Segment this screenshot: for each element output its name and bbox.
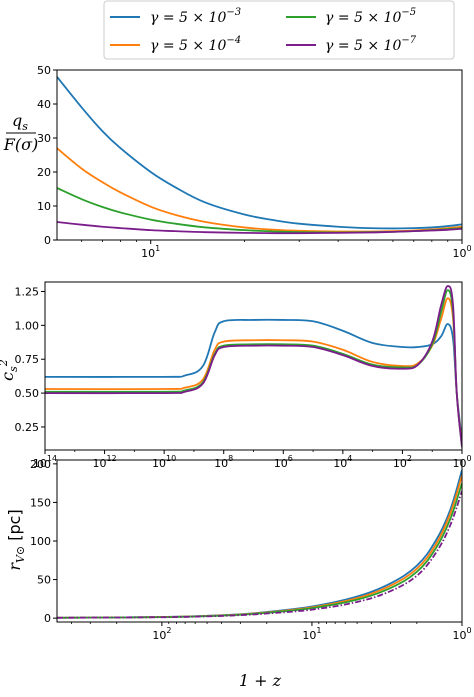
legend-label-1-exp: −3 xyxy=(226,7,241,18)
panel-top-ylabel-num: qs xyxy=(12,111,28,133)
legend-label-2: γ = 5 × 10−5 xyxy=(325,7,416,26)
legend-entry-1: γ = 5 × 10−3 xyxy=(110,7,241,26)
panel-middle-xtick-label-0: 1014 xyxy=(33,454,57,470)
panel-middle-line-blue xyxy=(45,318,462,441)
panel-middle-xtick-label-1: 1012 xyxy=(92,454,116,470)
panel-top-frame xyxy=(56,69,463,241)
panel-middle: 0.25 0.50 0.75 1.00 1.25 1014 1012 1010 108 106 10… xyxy=(0,281,472,470)
panel-top-ytick-label-0: 0 xyxy=(44,234,51,247)
panel-bottom-ytick-label-2: 100 xyxy=(30,535,51,548)
panel-middle-ytick-label-4: 1.25 xyxy=(15,285,40,298)
legend-entry-2: γ = 5 × 10−5 xyxy=(286,7,416,26)
panel-middle-ylabel: cs2 xyxy=(0,359,20,381)
panel-bottom-line-orange xyxy=(57,475,462,619)
panel-middle-xtick-label-2: 1010 xyxy=(152,454,176,470)
panel-bottom: 0 50 100 150 200 102 101 100 rV⊙ [pc] 1 + z xyxy=(5,458,472,690)
panel-top-ytick-label-3: 30 xyxy=(37,132,51,145)
panel-middle-line-orange xyxy=(45,297,462,445)
panel-bottom-xtick-label-0: 102 xyxy=(152,626,171,642)
panel-middle-xtick-label-6: 102 xyxy=(393,454,412,470)
legend-label-4: γ = 5 × 10−7 xyxy=(325,35,417,54)
panel-middle-ytick-label-2: 0.75 xyxy=(15,353,40,366)
panel-bottom-ytick-label-3: 150 xyxy=(30,496,51,509)
panel-bottom-line-green xyxy=(57,482,462,619)
panel-bottom-ylabel: rV⊙ [pc] xyxy=(5,509,27,570)
panel-bottom-series xyxy=(57,469,462,619)
panel-bottom-line-blue xyxy=(57,469,462,619)
panel-middle-series xyxy=(45,285,462,448)
legend-label-4-exp: −7 xyxy=(401,35,416,46)
panel-bottom-xtick-label-2: 100 xyxy=(452,626,471,642)
panel-middle-ytick-label-0: 0.25 xyxy=(15,421,40,434)
panel-top-ylabel-den: F(σ) xyxy=(3,135,39,154)
panel-middle-line-purple xyxy=(45,285,462,448)
panel-top-ytick-label-4: 40 xyxy=(37,98,51,111)
panel-top-xtick-label-0: 101 xyxy=(141,244,160,260)
panel-top-xtick-label-1: 100 xyxy=(452,244,471,260)
panel-top: 0 10 20 30 40 50 101 100 qs F(σ) xyxy=(3,64,472,260)
panel-top-line-orange xyxy=(57,147,462,233)
panel-middle-line-green xyxy=(45,289,462,448)
panel-top-series xyxy=(57,76,462,235)
panel-top-ytick-label-1: 10 xyxy=(37,200,51,213)
panel-top-ytick-label-5: 50 xyxy=(37,64,51,77)
panel-middle-xtick-label-4: 106 xyxy=(274,454,293,470)
legend-label-3-exp: −4 xyxy=(226,35,241,46)
legend-entry-4: γ = 5 × 10−7 xyxy=(286,35,417,54)
panel-middle-xtick-label-5: 104 xyxy=(333,454,352,470)
panel-bottom-ytick-label-1: 50 xyxy=(37,574,51,587)
panel-top-line-purple xyxy=(57,221,462,235)
legend: γ = 5 × 10−3 γ = 5 × 10−5 γ = 5 × 10−4 γ… xyxy=(103,0,455,60)
panel-bottom-frame xyxy=(56,459,463,623)
panel-bottom-ytick-label-0: 0 xyxy=(44,612,51,625)
panel-bottom-xlabel: 1 + z xyxy=(239,671,282,690)
legend-frame xyxy=(103,0,455,60)
panel-middle-ytick-label-1: 0.50 xyxy=(15,387,40,400)
panel-top-line-green xyxy=(57,187,462,234)
legend-label-3: γ = 5 × 10−4 xyxy=(150,35,241,54)
panel-middle-ytick-label-3: 1.00 xyxy=(15,319,40,332)
panel-bottom-line-purple xyxy=(57,490,462,619)
panel-bottom-ytick-label-4: 200 xyxy=(30,458,51,471)
legend-label-1: γ = 5 × 10−3 xyxy=(150,7,241,26)
legend-entry-3: γ = 5 × 10−4 xyxy=(110,35,241,54)
panel-top-line-blue xyxy=(57,76,462,230)
legend-label-2-exp: −5 xyxy=(401,7,416,18)
panel-middle-xtick-label-3: 108 xyxy=(214,454,233,470)
panel-top-ylabel: qs F(σ) xyxy=(3,111,39,154)
panel-bottom-xtick-label-1: 101 xyxy=(302,626,321,642)
panel-top-ytick-label-2: 20 xyxy=(37,166,51,179)
